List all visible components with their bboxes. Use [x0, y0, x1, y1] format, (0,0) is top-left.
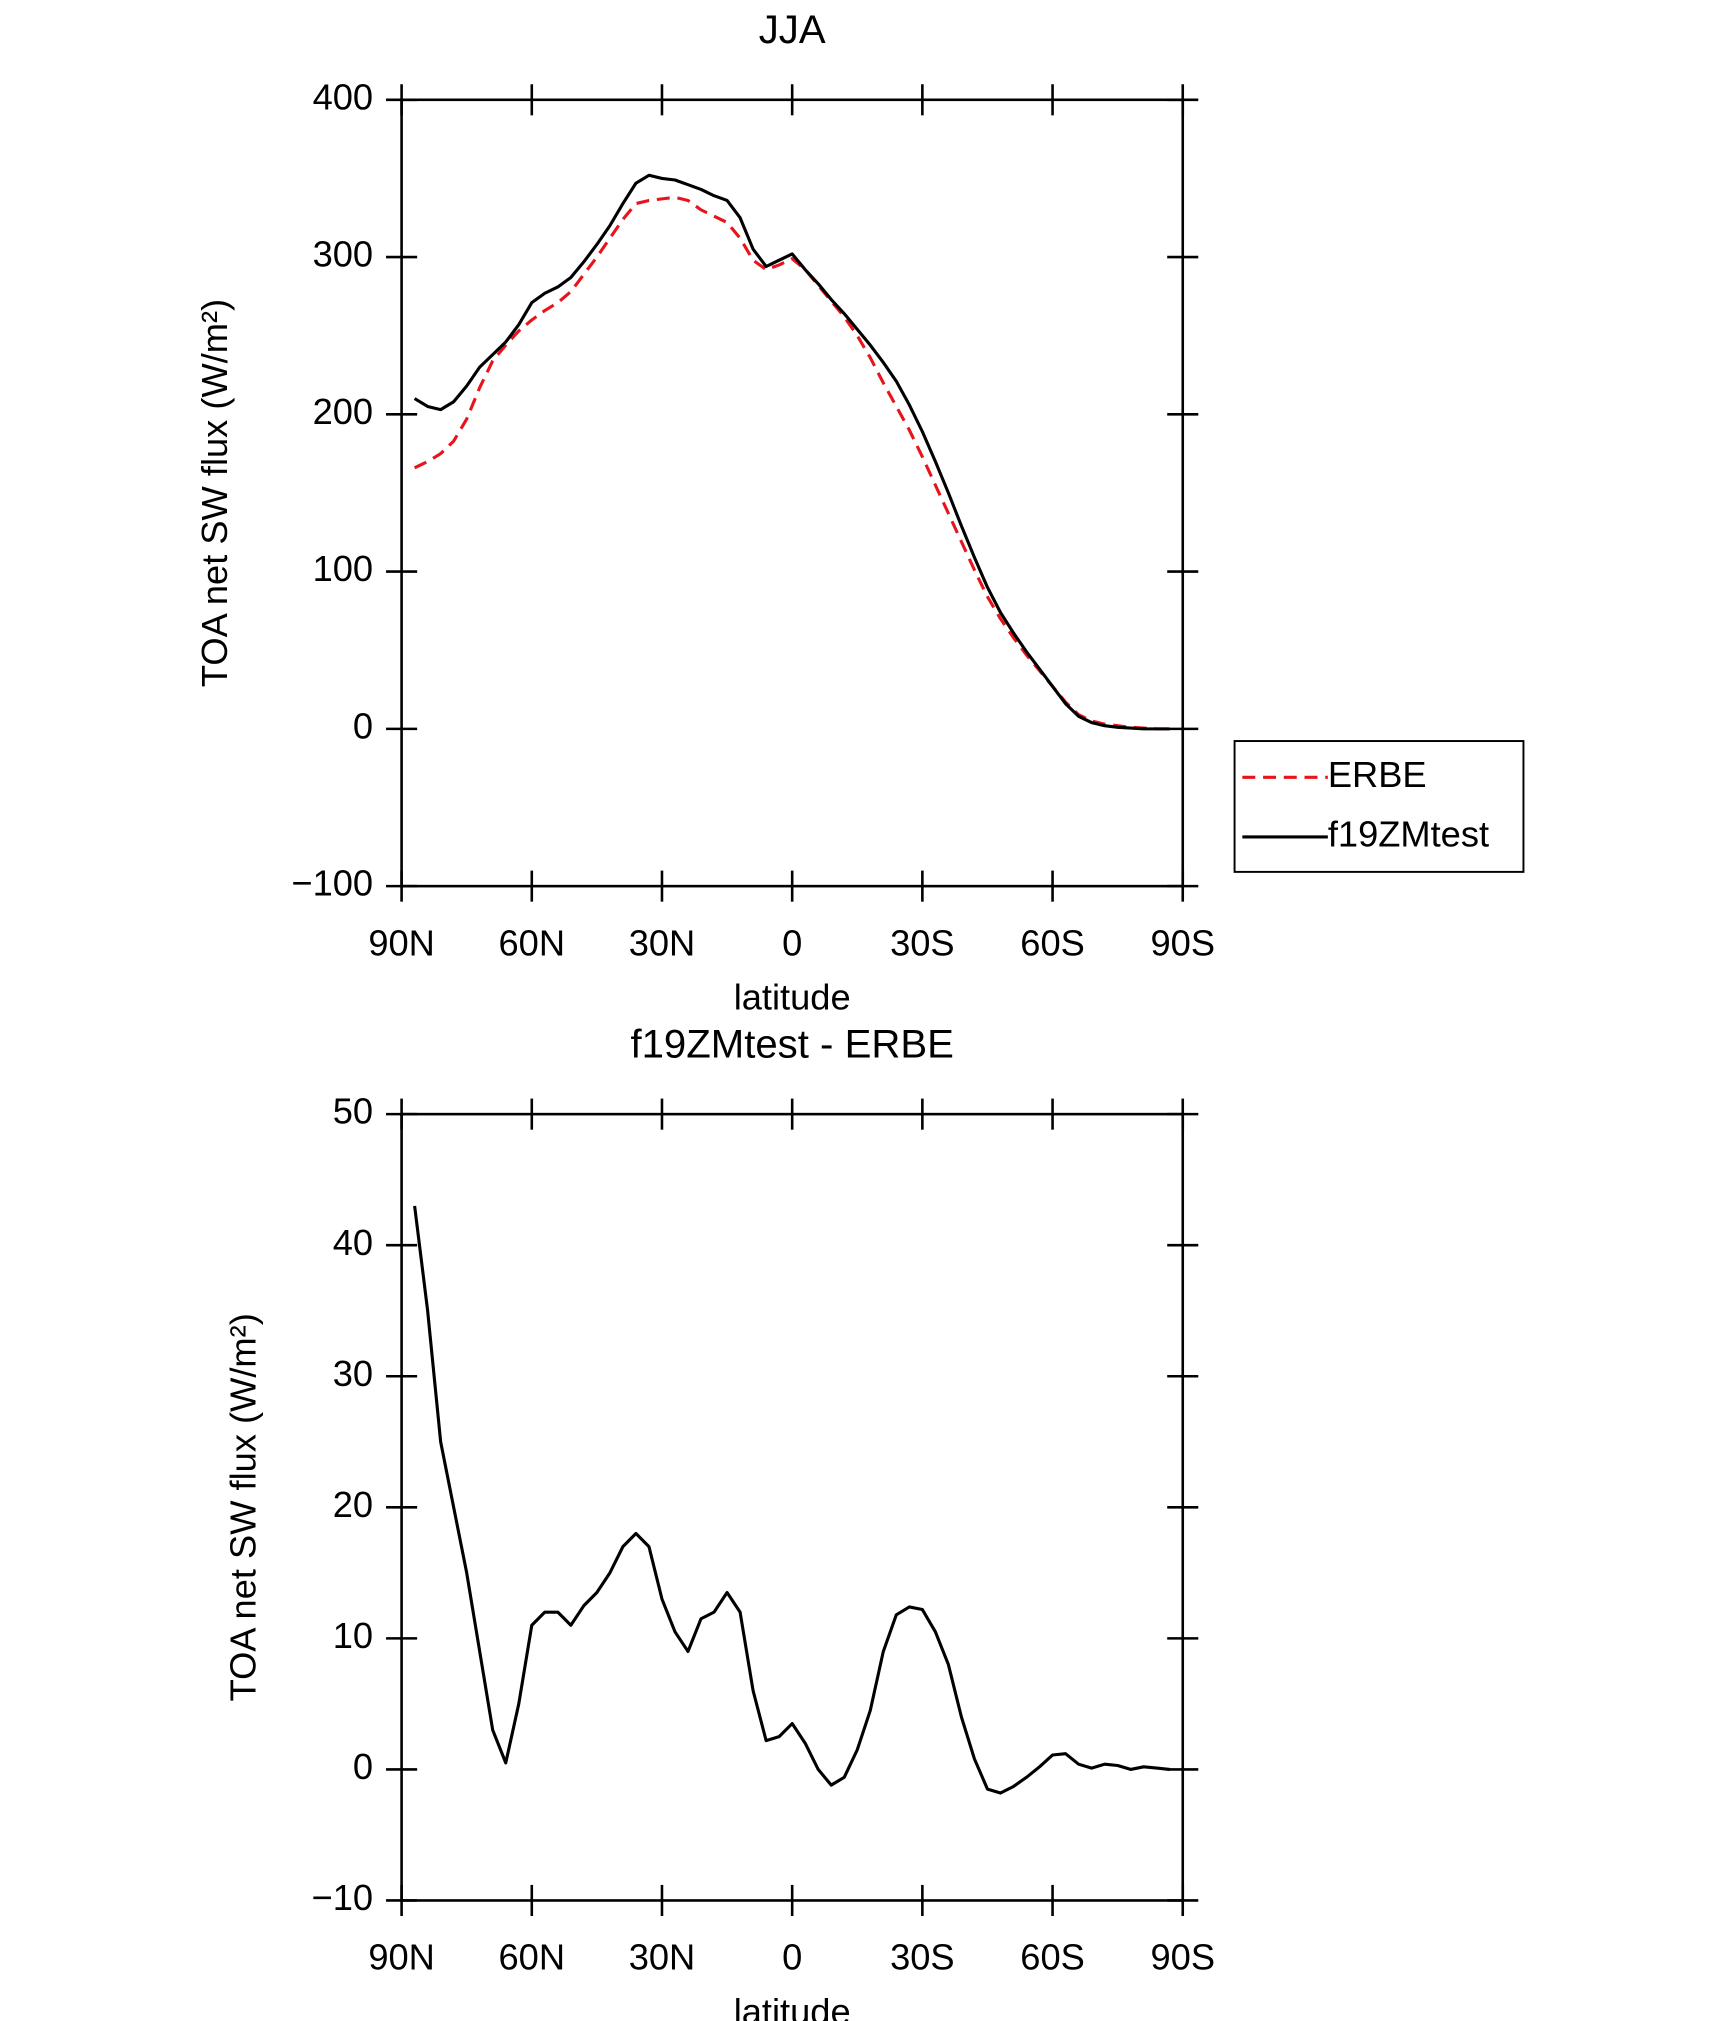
- data-line: [413, 1205, 1170, 1795]
- x-tick-label: 30S: [890, 922, 955, 963]
- x-tick-label: 0: [782, 1937, 802, 1978]
- x-tick-label: 60S: [1020, 922, 1085, 963]
- x-tick-label: 30N: [629, 922, 696, 963]
- legend-box: [1233, 740, 1525, 873]
- y-tick-label: 100: [313, 548, 374, 589]
- x-tick-label: 60S: [1020, 1937, 1085, 1978]
- y-tick-label: 50: [333, 1091, 373, 1132]
- y-axis-label: TOA net SW flux (W/m²): [223, 1313, 264, 1701]
- y-tick-label: 200: [313, 391, 374, 432]
- y-tick-label: 300: [313, 234, 374, 275]
- y-tick-label: −100: [291, 863, 373, 904]
- y-tick-label: 20: [333, 1484, 373, 1525]
- x-tick-label: 90N: [368, 1937, 435, 1978]
- x-tick-label: 0: [782, 922, 802, 963]
- x-tick-label: 60N: [499, 1937, 566, 1978]
- plot-frame: [400, 98, 1185, 888]
- y-tick-label: 40: [333, 1222, 373, 1263]
- y-tick-label: 0: [353, 705, 373, 746]
- data-line: [413, 195, 1170, 731]
- chart-title: JJA: [759, 7, 826, 52]
- legend-label: ERBE: [1328, 754, 1427, 795]
- y-tick-label: −10: [312, 1877, 374, 1918]
- x-tick-label: 30S: [890, 1937, 955, 1978]
- x-tick-label: 90N: [368, 922, 435, 963]
- y-tick-label: 10: [333, 1615, 373, 1656]
- x-tick-label: 30N: [629, 1937, 696, 1978]
- x-axis-label: latitude: [734, 977, 851, 1018]
- chart-title: f19ZMtest - ERBE: [630, 1021, 953, 1066]
- plot-frame: [400, 1112, 1185, 1902]
- x-tick-label: 90S: [1150, 922, 1215, 963]
- x-tick-label: 60N: [499, 922, 566, 963]
- y-axis-label: TOA net SW flux (W/m²): [194, 299, 235, 687]
- x-axis-label: latitude: [734, 1991, 851, 2021]
- y-tick-label: 400: [313, 76, 374, 117]
- legend-label: f19ZMtest: [1328, 813, 1489, 854]
- data-line: [413, 173, 1170, 731]
- x-tick-label: 90S: [1150, 1937, 1215, 1978]
- y-tick-label: 30: [333, 1353, 373, 1394]
- y-tick-label: 0: [353, 1746, 373, 1787]
